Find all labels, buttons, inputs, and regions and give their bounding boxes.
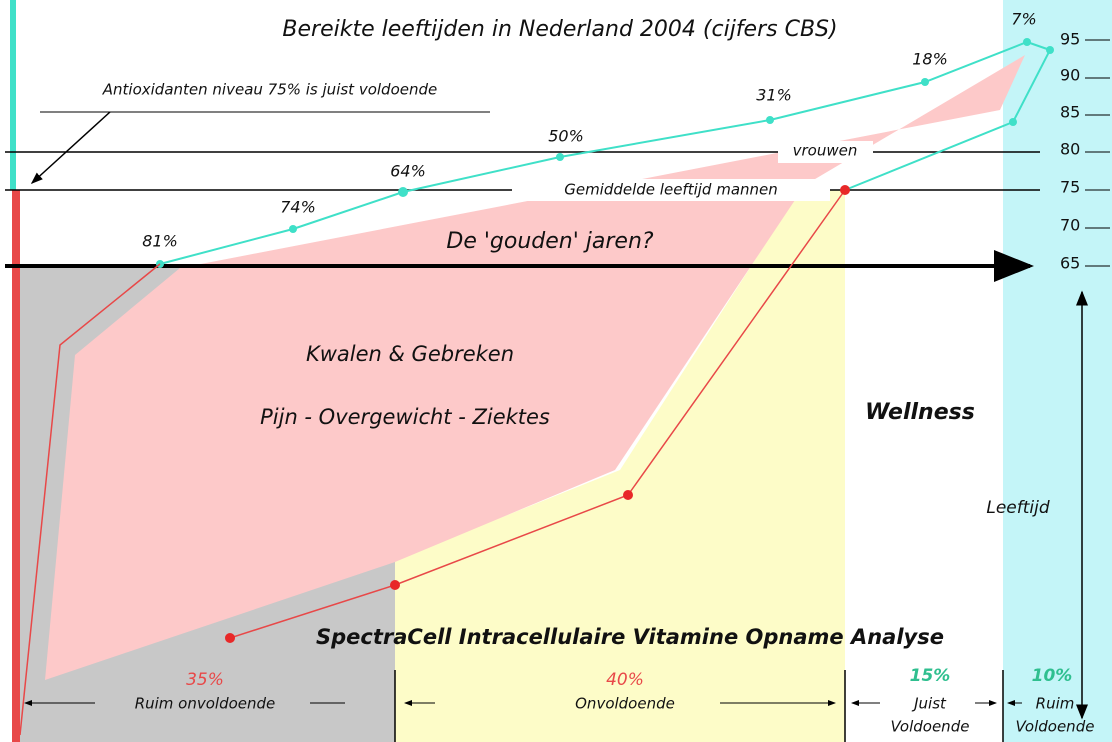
level-label: Voldoende <box>891 718 970 736</box>
age-tick: 75 <box>1060 178 1080 197</box>
survival-label: 31% <box>756 86 792 105</box>
title: Bereikte leeftijden in Nederland 2004 (c… <box>282 17 837 42</box>
age-label: Leeftijd <box>986 498 1049 518</box>
golden-years: De 'gouden' jaren? <box>446 229 653 254</box>
analysis: SpectraCell Intracellulaire Vitamine Opn… <box>316 625 944 649</box>
men-curve-left <box>19 263 161 736</box>
cyan-bar <box>10 0 16 190</box>
label-bg <box>512 179 830 201</box>
survival-label: 50% <box>548 127 584 146</box>
red-bar <box>12 190 20 742</box>
level-percent: 10% <box>1032 666 1073 686</box>
age-tick: 65 <box>1060 254 1080 273</box>
level-percent: 35% <box>186 670 224 690</box>
age-tick: 80 <box>1060 140 1080 159</box>
annotation: Antioxidanten niveau 75% is juist voldoe… <box>102 81 437 99</box>
age-tick: 70 <box>1060 216 1080 235</box>
survival-label: 7% <box>1011 10 1036 29</box>
annotation-arrow <box>30 111 111 185</box>
level-label: Voldoende <box>1016 718 1095 736</box>
level-percent: 40% <box>606 670 644 690</box>
level-label: Ruim <box>1036 695 1075 713</box>
survival-label: 64% <box>390 162 426 181</box>
age-tick: 90 <box>1060 66 1080 85</box>
age-tick: 85 <box>1060 103 1080 122</box>
men-points <box>225 185 850 643</box>
ailments: Kwalen & Gebreken <box>306 342 514 366</box>
men-label: Gemiddelde leeftijd mannen <box>564 181 778 199</box>
pink-zone <box>45 55 1025 680</box>
women-label: vrouwen <box>793 142 858 160</box>
dividers <box>394 670 1004 742</box>
level-label: Ruim onvoldoende <box>135 695 276 713</box>
cyan-zone <box>1003 0 1112 742</box>
women-curve <box>159 40 1052 265</box>
yellow-zone <box>395 190 845 742</box>
label-bg <box>778 141 873 163</box>
wellness: Wellness <box>865 400 975 425</box>
axis-ticks <box>1085 39 1110 267</box>
men-curve <box>229 189 846 639</box>
conditions: Pijn - Overgewicht - Ziektes <box>260 405 550 429</box>
survival-label: 18% <box>912 50 948 69</box>
level-label: Juist <box>911 695 947 713</box>
age-tick: 95 <box>1060 30 1080 49</box>
level-percent: 15% <box>910 666 951 686</box>
survival-label: 74% <box>280 198 316 217</box>
level-label: Onvoldoende <box>575 695 675 713</box>
survival-label: 81% <box>142 232 178 251</box>
